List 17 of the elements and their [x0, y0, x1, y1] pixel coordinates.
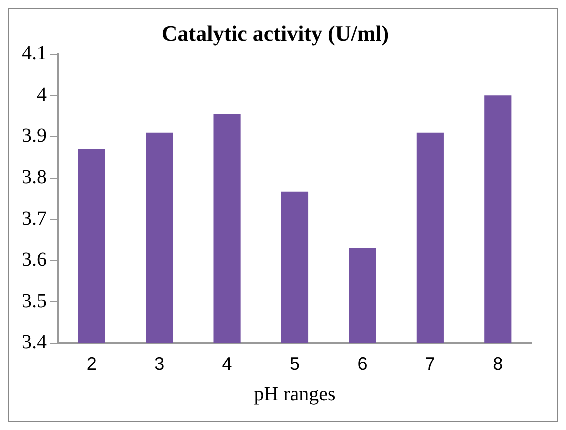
y-tick-label: 3.6 — [22, 249, 47, 272]
x-tick-label: 7 — [425, 354, 436, 374]
x-tick-label: 3 — [154, 354, 165, 374]
x-axis-title: pH ranges — [254, 383, 336, 406]
x-tick-label: 2 — [86, 354, 97, 374]
x-tick-label: 4 — [222, 354, 232, 374]
y-tick-label: 3.8 — [22, 166, 47, 189]
y-tick-label: 3.7 — [22, 208, 47, 230]
y-tick-label: 4 — [37, 84, 47, 106]
chart-title: Catalytic activity (U/ml) — [162, 20, 390, 46]
y-tick-label: 3.4 — [22, 332, 47, 354]
y-tick-label: 3.9 — [22, 125, 47, 148]
y-tick-label: 4.1 — [22, 42, 47, 65]
y-tick-label: 3.5 — [22, 290, 47, 312]
x-tick-label: 5 — [290, 354, 300, 374]
x-tick-label: 6 — [358, 354, 368, 374]
x-tick-label: 8 — [493, 354, 504, 374]
